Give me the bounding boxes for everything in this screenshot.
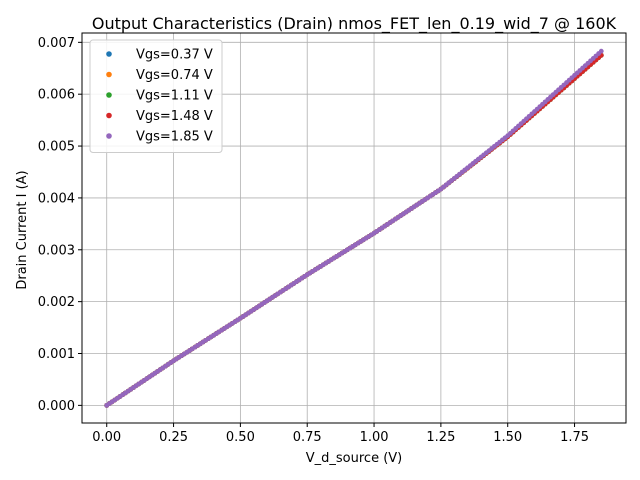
x-tick-label: 0.50 [226, 430, 255, 445]
y-tick-label: 0.001 [38, 347, 75, 362]
grid [82, 33, 626, 423]
y-axis-label: Drain Current I (A) [15, 170, 30, 289]
x-tick-label: 1.50 [493, 430, 522, 445]
legend-label: Vgs=0.74 V [136, 68, 213, 83]
legend-label: Vgs=1.11 V [136, 89, 213, 104]
legend-label: Vgs=1.48 V [136, 109, 213, 124]
x-tick-label: 0.75 [293, 430, 322, 445]
data-points [104, 48, 604, 408]
legend-box [89, 39, 223, 153]
legend-marker [106, 51, 112, 57]
y-axis-ticks: 0.000 0.001 0.002 0.003 0.004 0.005 0.006 0.007 [38, 36, 82, 414]
chart-title: Output Characteristics (Drain) nmos_FET_… [92, 14, 617, 34]
y-tick-label: 0.000 [38, 399, 75, 414]
x-tick-label: 0.00 [92, 430, 121, 445]
legend-marker [106, 133, 112, 139]
y-tick-label: 0.005 [38, 140, 75, 155]
y-tick-label: 0.002 [38, 295, 75, 310]
y-tick-label: 0.006 [38, 88, 75, 103]
legend-marker [106, 92, 112, 98]
y-tick-label: 0.003 [38, 243, 75, 258]
plot-area-frame [81, 32, 627, 424]
x-tick-label: 1.25 [426, 430, 455, 445]
legend-label: Vgs=1.85 V [136, 130, 213, 145]
legend-label: Vgs=0.37 V [136, 48, 213, 63]
y-tick-label: 0.007 [38, 36, 75, 51]
legend: Vgs=0.37 V Vgs=0.74 V Vgs=1.11 V Vgs=1.48 V… [89, 39, 223, 153]
x-axis-label: V_d_source (V) [306, 451, 402, 466]
y-tick-label: 0.004 [38, 191, 75, 206]
x-tick-label: 0.25 [159, 430, 188, 445]
data-point [598, 48, 604, 54]
legend-marker [106, 71, 112, 78]
x-axis-ticks: 0.00 0.25 0.50 0.75 1.00 1.25 1.50 1.75 [92, 423, 589, 445]
series-points [104, 48, 604, 408]
x-tick-label: 1.75 [560, 430, 589, 445]
legend-marker [106, 112, 112, 119]
x-tick-label: 1.00 [360, 430, 389, 445]
